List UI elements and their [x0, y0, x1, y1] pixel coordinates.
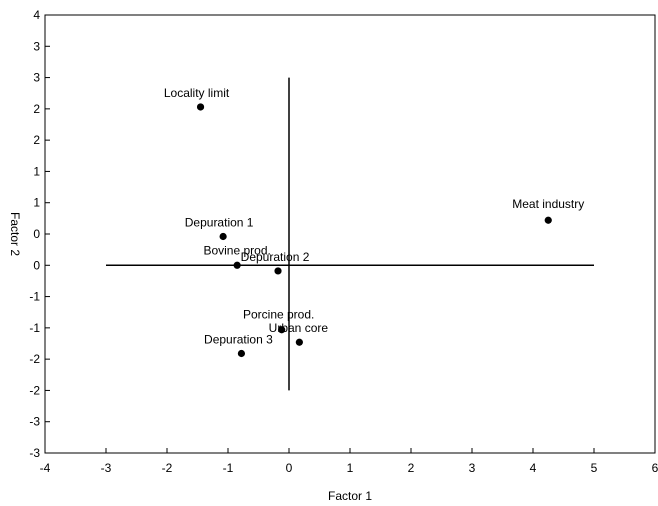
x-tick-label: 5	[591, 461, 598, 475]
y-tick-label: 0	[33, 227, 40, 241]
x-tick-label: -3	[101, 461, 112, 475]
y-tick-label: 3	[33, 71, 40, 85]
y-tick-label: -1	[29, 321, 40, 335]
plot-frame	[44, 14, 656, 454]
data-points: Locality limit Meat industry Depuration 1 B…	[164, 86, 584, 358]
point-label: Depuration 3	[204, 333, 273, 347]
data-point	[295, 338, 303, 346]
data-point	[237, 349, 246, 358]
y-tick-label: -1	[29, 290, 40, 304]
y-tick-label: -2	[29, 352, 40, 366]
point-label: Depuration 2	[241, 250, 310, 264]
point-label: Urban core	[269, 321, 329, 335]
y-tick-label: 2	[33, 102, 40, 116]
data-point	[544, 216, 552, 224]
x-tick-label: 3	[469, 461, 476, 475]
x-tick-label: -1	[223, 461, 234, 475]
point-label: Meat industry	[512, 197, 584, 211]
y-tick-label: -3	[29, 415, 40, 429]
y-tick-label: 4	[33, 8, 40, 22]
x-tick-label: -2	[162, 461, 173, 475]
x-axis-title: Factor 1	[328, 489, 372, 503]
x-tick-label: 6	[652, 461, 658, 475]
y-tick-label: 2	[33, 133, 40, 147]
y-tick-label: -2	[29, 383, 40, 397]
y-axis: 4 3 3 2 2 1 1 0 0 -1 -1 -2 -2 -3 -3	[29, 8, 50, 460]
point-label: Locality limit	[164, 86, 230, 100]
x-tick-label: -4	[40, 461, 51, 475]
y-tick-label: 0	[33, 258, 40, 272]
data-point	[219, 232, 227, 241]
point-label: Porcine prod.	[243, 308, 314, 322]
y-axis-title: Factor 2	[8, 212, 22, 256]
data-point	[274, 267, 282, 275]
x-tick-label: 1	[347, 461, 354, 475]
x-tick-label: 0	[286, 461, 293, 475]
x-axis: -4 -3 -2 -1 0 1 2 3 4 5 6	[40, 448, 658, 475]
x-tick-label: 2	[408, 461, 415, 475]
data-point	[278, 326, 286, 334]
y-tick-label: 3	[33, 39, 40, 53]
y-tick-label: -3	[29, 446, 40, 460]
x-tick-label: 4	[530, 461, 537, 475]
point-label: Depuration 1	[185, 216, 254, 230]
data-point	[196, 103, 205, 111]
y-tick-label: 1	[33, 164, 40, 178]
data-point	[233, 261, 241, 269]
y-tick-label: 1	[33, 196, 40, 210]
point-label: Bovine prod.	[203, 243, 270, 257]
